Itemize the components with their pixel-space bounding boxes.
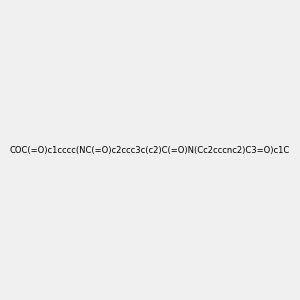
Text: COC(=O)c1cccc(NC(=O)c2ccc3c(c2)C(=O)N(Cc2cccnc2)C3=O)c1C: COC(=O)c1cccc(NC(=O)c2ccc3c(c2)C(=O)N(Cc… bbox=[10, 146, 290, 154]
